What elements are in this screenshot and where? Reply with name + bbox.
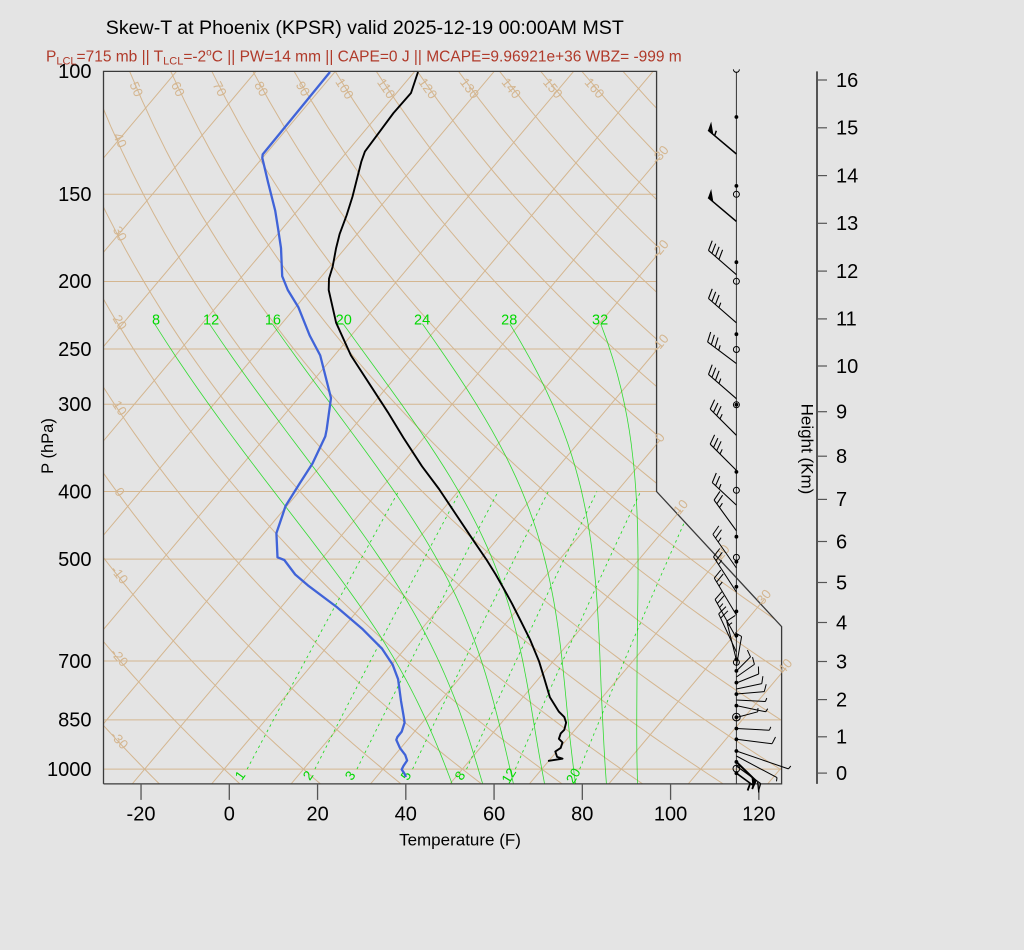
svg-text:PLCL=715 mb || TLCL=-2oC || PW: PLCL=715 mb || TLCL=-2oC || PW=14 mm || … bbox=[46, 48, 682, 68]
svg-text:7: 7 bbox=[836, 489, 847, 511]
svg-text:P (hPa): P (hPa) bbox=[39, 418, 57, 474]
svg-text:Temperature (F): Temperature (F) bbox=[399, 831, 521, 850]
svg-text:200: 200 bbox=[58, 271, 91, 293]
svg-text:60: 60 bbox=[168, 79, 188, 99]
svg-text:11: 11 bbox=[836, 309, 857, 331]
svg-text:20: 20 bbox=[563, 766, 583, 787]
svg-text:9: 9 bbox=[836, 402, 847, 424]
svg-text:250: 250 bbox=[58, 339, 91, 361]
svg-text:3: 3 bbox=[836, 651, 847, 673]
svg-text:70: 70 bbox=[210, 79, 230, 99]
svg-text:0: 0 bbox=[836, 763, 847, 785]
svg-text:80: 80 bbox=[571, 804, 593, 826]
svg-text:20: 20 bbox=[306, 804, 328, 826]
svg-text:8: 8 bbox=[152, 313, 160, 329]
svg-text:Height (Km): Height (Km) bbox=[798, 404, 817, 495]
svg-text:20: 20 bbox=[110, 312, 130, 332]
svg-text:0: 0 bbox=[224, 804, 235, 826]
svg-text:12: 12 bbox=[203, 313, 219, 329]
svg-text:14: 14 bbox=[836, 165, 858, 187]
svg-text:50: 50 bbox=[126, 79, 146, 98]
svg-text:4: 4 bbox=[836, 612, 847, 634]
svg-text:8: 8 bbox=[836, 446, 847, 468]
svg-text:80: 80 bbox=[251, 79, 271, 99]
svg-text:15: 15 bbox=[836, 118, 858, 140]
svg-text:700: 700 bbox=[58, 651, 91, 673]
svg-text:850: 850 bbox=[58, 710, 91, 732]
svg-text:2: 2 bbox=[836, 689, 847, 711]
svg-text:24: 24 bbox=[414, 313, 430, 329]
svg-text:12: 12 bbox=[499, 765, 520, 786]
svg-text:500: 500 bbox=[58, 549, 91, 571]
svg-text:12: 12 bbox=[836, 261, 858, 283]
svg-text:6: 6 bbox=[836, 531, 847, 553]
svg-text:60: 60 bbox=[483, 804, 505, 826]
svg-text:16: 16 bbox=[265, 313, 281, 329]
svg-text:-20: -20 bbox=[127, 804, 156, 826]
svg-text:100: 100 bbox=[654, 804, 687, 826]
svg-text:40: 40 bbox=[110, 130, 130, 150]
svg-text:1000: 1000 bbox=[47, 759, 92, 781]
svg-text:400: 400 bbox=[58, 481, 91, 503]
svg-text:40: 40 bbox=[395, 804, 417, 826]
svg-text:32: 32 bbox=[592, 313, 608, 329]
svg-text:16: 16 bbox=[836, 70, 858, 92]
svg-text:1: 1 bbox=[836, 727, 847, 749]
svg-text:20: 20 bbox=[336, 313, 352, 329]
svg-text:90: 90 bbox=[293, 79, 313, 99]
svg-text:13: 13 bbox=[836, 213, 858, 235]
svg-text:100: 100 bbox=[58, 61, 91, 83]
svg-text:28: 28 bbox=[501, 313, 517, 329]
svg-text:5: 5 bbox=[836, 572, 847, 594]
svg-text:300: 300 bbox=[58, 394, 91, 416]
svg-text:30: 30 bbox=[110, 224, 130, 244]
svg-text:10: 10 bbox=[836, 356, 858, 378]
svg-text:10: 10 bbox=[109, 398, 130, 419]
svg-text:Skew-T at Phoenix (KPSR) valid: Skew-T at Phoenix (KPSR) valid 2025-12-1… bbox=[106, 17, 624, 39]
svg-text:120: 120 bbox=[742, 804, 775, 826]
svg-text:150: 150 bbox=[58, 184, 91, 206]
